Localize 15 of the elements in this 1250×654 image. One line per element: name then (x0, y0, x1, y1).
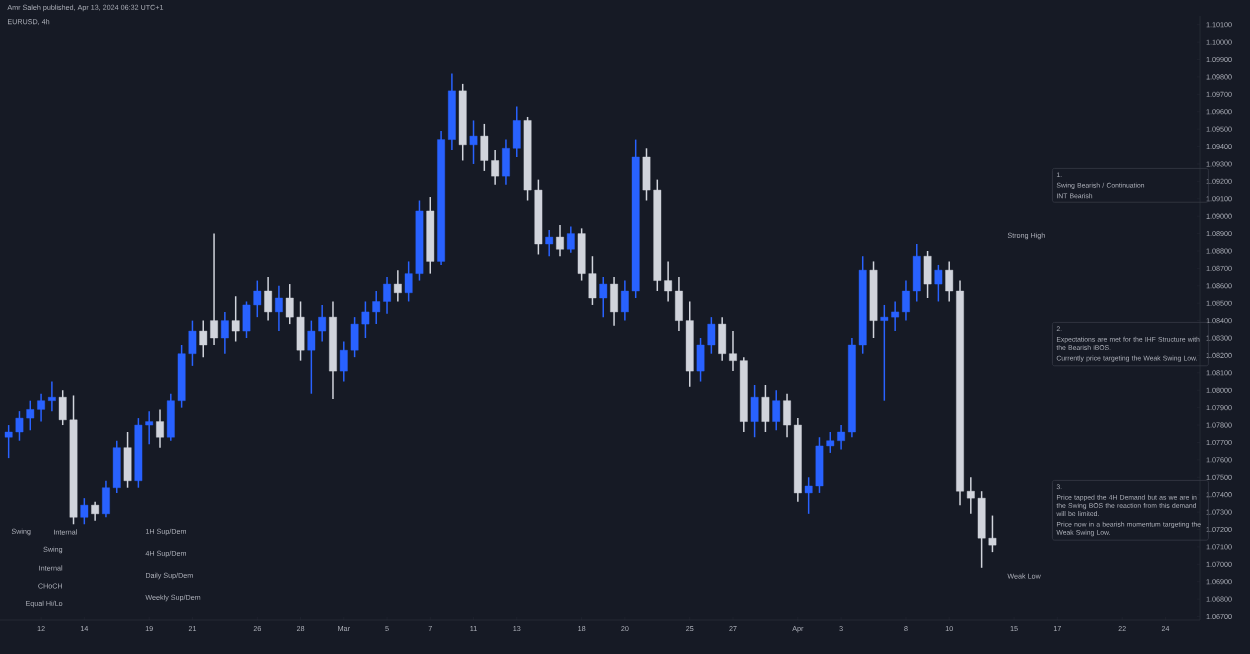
candlestick (566, 225, 575, 254)
candlestick (761, 384, 770, 433)
candlestick (80, 497, 89, 526)
candlestick (458, 83, 467, 162)
candlestick (545, 229, 554, 257)
candlestick (599, 276, 608, 318)
candlestick (934, 264, 943, 303)
candlestick (469, 119, 478, 165)
candlestick (772, 389, 781, 432)
candlestick (750, 384, 759, 438)
candlestick (923, 250, 932, 299)
candlestick (123, 431, 132, 489)
candlestick (869, 260, 878, 339)
candlestick (426, 196, 435, 275)
candlestick (231, 295, 240, 343)
